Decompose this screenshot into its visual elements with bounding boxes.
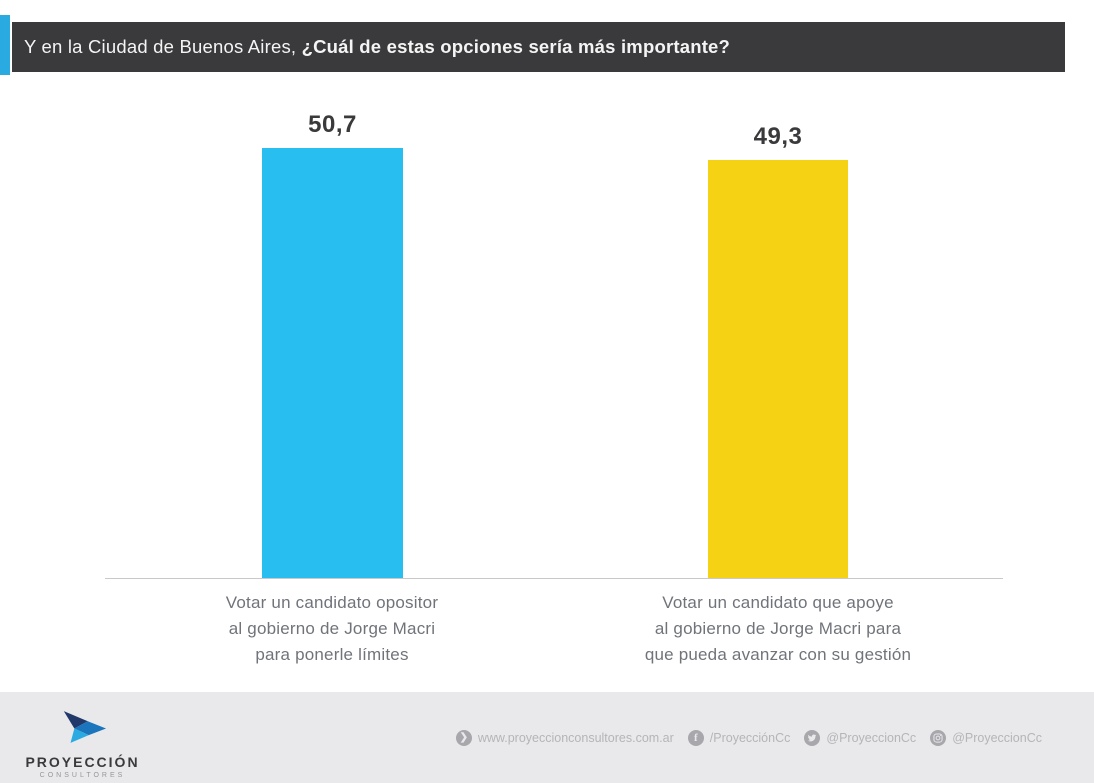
category-label-line: Votar un candidato que apoye <box>662 593 894 612</box>
instagram-link-label: @ProyeccionCc <box>952 730 1042 745</box>
twitter-link-label: @ProyeccionCc <box>826 730 917 745</box>
instagram-link[interactable]: @ProyeccionCc <box>930 729 1042 746</box>
bar-value-oficialista: 49,3 <box>753 123 803 150</box>
x-axis-line <box>105 578 1003 579</box>
category-label-line: para ponerle límites <box>255 645 409 664</box>
bar-group-candidato-oficialista: 49,3 <box>708 123 848 578</box>
footer: PROYECCIÓN CONSULTORES ❯ www.proyeccionc… <box>0 692 1094 783</box>
question-text-regular: Y en la Ciudad de Buenos Aires, <box>24 36 302 57</box>
category-label-line: Votar un candidato opositor <box>225 593 439 612</box>
twitter-link[interactable]: @ProyeccionCc <box>804 729 917 746</box>
question-text: Y en la Ciudad de Buenos Aires, ¿Cuál de… <box>24 36 730 58</box>
category-label-line: al gobierno de Jorge Macri <box>228 619 436 638</box>
proyeccion-logo-icon <box>63 711 106 743</box>
header-accent-bar <box>0 15 10 75</box>
twitter-icon <box>804 729 821 746</box>
brand-subtitle: CONSULTORES <box>39 772 126 779</box>
facebook-link[interactable]: f /ProyecciónCc <box>687 729 791 746</box>
bar-candidato-oficialista <box>708 160 848 578</box>
brand-logo: PROYECCIÓN CONSULTORES <box>20 702 145 779</box>
category-label-line: al gobierno de Jorge Macri para <box>654 619 902 638</box>
category-label-opositor: Votar un candidato opositor al gobierno … <box>150 590 514 668</box>
question-text-bold: ¿Cuál de estas opciones sería más import… <box>301 36 731 57</box>
website-icon: ❯ <box>455 729 472 746</box>
website-link-label: www.proyeccionconsultores.com.ar <box>477 730 674 745</box>
brand-name: PROYECCIÓN <box>25 754 140 770</box>
question-banner: Y en la Ciudad de Buenos Aires, ¿Cuál de… <box>12 22 1065 72</box>
category-label-line: que pueda avanzar con su gestión <box>644 645 912 664</box>
facebook-icon: f <box>687 729 704 746</box>
footer-links: ❯ www.proyeccionconsultores.com.ar f /Pr… <box>455 692 1042 783</box>
bar-value-opositor: 50,7 <box>308 111 357 138</box>
website-link[interactable]: ❯ www.proyeccionconsultores.com.ar <box>455 729 674 746</box>
instagram-icon <box>930 729 947 746</box>
facebook-link-label: /ProyecciónCc <box>709 730 791 745</box>
bar-group-candidato-opositor: 50,7 <box>262 111 403 578</box>
category-label-oficialista: Votar un candidato que apoye al gobierno… <box>596 590 960 668</box>
bar-candidato-opositor <box>262 148 403 578</box>
